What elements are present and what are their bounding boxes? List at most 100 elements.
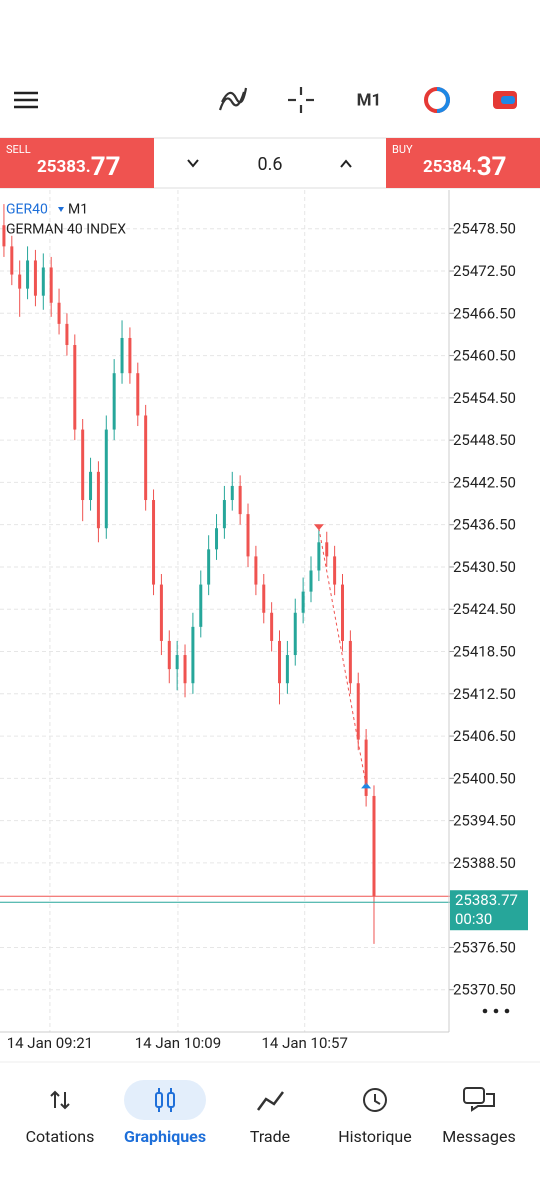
volume[interactable]: 0.6 (258, 154, 283, 175)
candle-body (230, 485, 234, 501)
menu-button[interactable] (14, 91, 38, 109)
y-tick-label: 25406.50 (453, 727, 516, 745)
buy-label: BUY (392, 143, 413, 156)
candle-body (33, 260, 37, 296)
active-tab-pill (124, 1080, 206, 1120)
candle-body (356, 683, 360, 740)
volume-down[interactable] (187, 159, 199, 168)
candle-body (348, 640, 352, 684)
nav-icons (50, 1087, 495, 1112)
y-tick-label: 25442.50 (453, 473, 516, 491)
sell-button[interactable] (0, 138, 154, 188)
y-tick-label: 25472.50 (453, 262, 516, 280)
candle-body (57, 302, 61, 324)
y-tick-label: 25424.50 (453, 600, 516, 618)
symbol-dropdown[interactable] (58, 207, 64, 212)
countdown: 00:30 (455, 910, 492, 928)
symbol[interactable]: GER40 (6, 202, 48, 218)
y-tick-label: 25400.50 (453, 769, 516, 787)
candle-body (333, 556, 337, 585)
more-button[interactable] (482, 1008, 510, 1014)
timeframe-button[interactable]: M1 (357, 90, 382, 110)
candle-body (65, 323, 69, 346)
candle-body (96, 471, 100, 529)
candle-body (2, 225, 6, 247)
candle-body (89, 471, 93, 501)
sell-price-main: 25383. (37, 157, 91, 177)
candle-body (128, 337, 132, 374)
candle-body (199, 584, 203, 627)
candle-body (246, 514, 250, 557)
candle-body (10, 246, 14, 275)
x-tick-label: 14 Jan 10:09 (135, 1034, 221, 1052)
volume-up[interactable] (340, 159, 352, 168)
candle-body (73, 345, 77, 430)
buy-price-big: 37 (477, 152, 507, 182)
candle-body (301, 591, 305, 613)
nav-label[interactable]: Messages (442, 1127, 515, 1146)
candle-body (26, 260, 30, 289)
candle-body (317, 542, 321, 571)
y-tick-label: 25430.50 (453, 558, 516, 576)
chart: 25478.50 25472.50 25466.50 25460.50 25454.50… (0, 190, 528, 1052)
buy-marker (361, 782, 372, 789)
candle-body (278, 640, 282, 684)
candle-body (18, 274, 22, 289)
y-tick-label: 25460.50 (453, 347, 516, 365)
candle-body (270, 612, 274, 641)
nav-label[interactable]: Graphiques (124, 1127, 206, 1146)
y-tick-label: 25370.50 (453, 981, 516, 999)
candle-body (340, 584, 344, 641)
sell-marker (313, 524, 324, 531)
candle-body (136, 373, 140, 416)
y-tick-label: 25412.50 (453, 685, 516, 703)
candle-body (293, 612, 297, 656)
price-label: 25383.77 (455, 891, 518, 909)
nav-label[interactable]: Historique (338, 1127, 411, 1146)
y-tick-label: 25376.50 (453, 938, 516, 956)
candle-body (159, 584, 163, 641)
candle-body (175, 655, 179, 670)
buy-button[interactable] (386, 138, 540, 188)
indicators-button[interactable] (218, 87, 248, 111)
candle-body (285, 655, 289, 684)
x-tick-label: 14 Jan 10:57 (262, 1034, 348, 1052)
description: GERMAN 40 INDEX (6, 222, 126, 238)
candle-body (222, 500, 226, 529)
candle-body (120, 337, 124, 374)
candle-body (309, 570, 313, 592)
crosshair-button[interactable] (288, 87, 314, 113)
one-click-button[interactable] (424, 87, 450, 113)
candle-body (167, 640, 171, 670)
candle-body (112, 373, 116, 430)
sell-price: 25383.77 (37, 152, 121, 182)
candle-body (364, 739, 368, 796)
candle-body (183, 655, 187, 684)
y-tick-label: 25454.50 (453, 389, 516, 407)
y-tick-label: 25394.50 (453, 812, 516, 830)
candle-body (325, 542, 329, 557)
y-tick-label: 25418.50 (453, 642, 516, 660)
candle-body (152, 500, 156, 585)
nav-label[interactable]: Trade (250, 1127, 290, 1146)
candle-body (144, 415, 148, 501)
y-tick-label: 25478.50 (453, 220, 516, 238)
y-tick-label: 25466.50 (453, 304, 516, 322)
y-tick-label: 25436.50 (453, 516, 516, 534)
nav-label[interactable]: Cotations (26, 1127, 95, 1146)
candle-body (104, 429, 108, 529)
candle-body (49, 267, 53, 303)
y-tick-label: 25388.50 (453, 854, 516, 872)
y-tick-label: 25448.50 (453, 431, 516, 449)
x-tick-label: 14 Jan 09:21 (7, 1034, 93, 1052)
candle-body (372, 795, 376, 897)
candle-body (262, 584, 266, 613)
candle-body (191, 626, 195, 684)
sell-label: SELL (6, 143, 31, 156)
trade-button[interactable] (493, 91, 517, 109)
sell-price-big: 77 (91, 152, 121, 182)
buy-price: 25384.37 (423, 152, 507, 182)
chart-timeframe: M1 (68, 202, 88, 218)
